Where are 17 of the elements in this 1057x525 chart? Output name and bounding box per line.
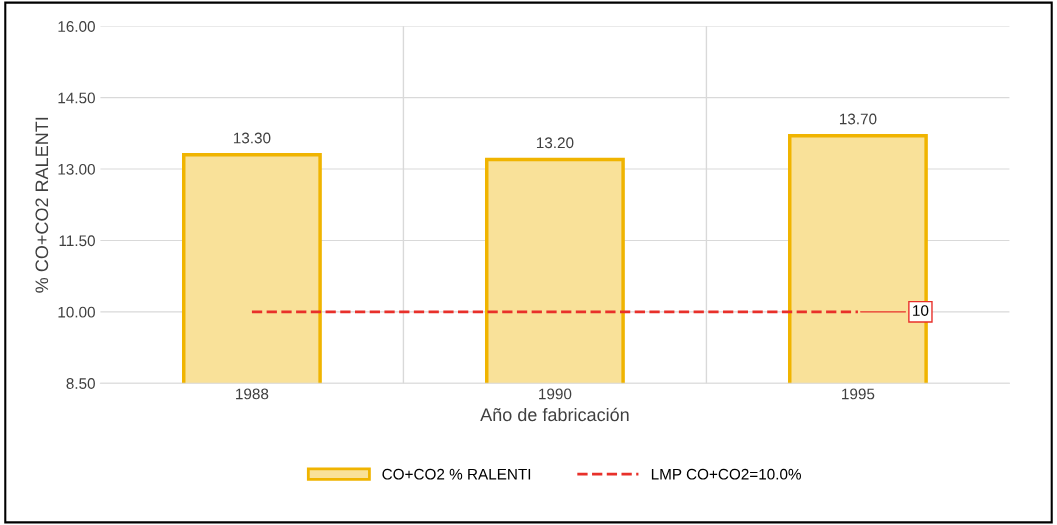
data-label: 13.20 (536, 137, 574, 149)
data-label: 13.70 (839, 113, 877, 125)
legend-label: CO+CO2 % RALENTI (382, 468, 531, 480)
x-axis-title: Año de fabricación (480, 407, 629, 422)
x-tick-label: 1995 (842, 388, 875, 400)
y-tick-label: 11.50 (59, 235, 95, 247)
x-tick-label: 1988 (236, 388, 269, 400)
y-tick-label: 14.50 (58, 92, 95, 104)
data-label: 13.30 (233, 132, 271, 144)
data-label: 10 (913, 305, 929, 316)
y-tick-label: 8.50 (66, 378, 95, 389)
y-tick-label: 16.00 (58, 21, 95, 32)
legend-label: LMP CO+CO2=10.0% (651, 468, 801, 480)
y-tick-label: 13.00 (58, 163, 95, 175)
x-tick-label: 1990 (539, 388, 572, 400)
y-tick-label: 10.00 (58, 306, 95, 318)
y-axis-title: % CO+CO2 RALENTI (35, 117, 49, 293)
